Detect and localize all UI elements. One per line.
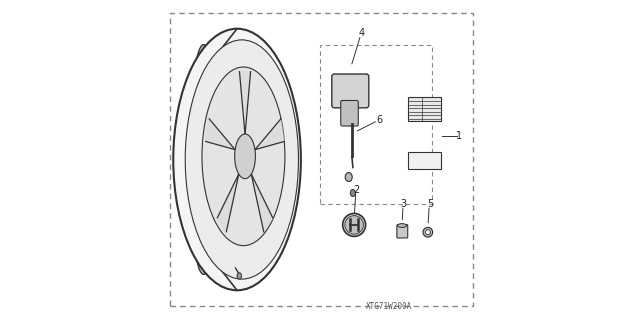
Ellipse shape [350,189,355,197]
Text: 6: 6 [376,115,382,125]
FancyBboxPatch shape [332,74,369,108]
Ellipse shape [345,173,352,182]
Text: 5: 5 [427,199,433,209]
FancyBboxPatch shape [397,225,408,238]
Ellipse shape [185,40,298,279]
Ellipse shape [173,29,301,290]
Text: 1: 1 [456,130,462,141]
Polygon shape [255,119,284,150]
Text: XTG71W200A: XTG71W200A [365,302,412,311]
Bar [408,152,441,169]
Polygon shape [239,72,251,135]
Polygon shape [218,174,239,232]
Ellipse shape [423,227,433,237]
Ellipse shape [210,51,229,268]
Polygon shape [252,174,273,232]
Bar [320,45,431,204]
Ellipse shape [397,224,406,227]
Ellipse shape [345,216,364,234]
Ellipse shape [202,67,285,246]
Text: 2: 2 [353,185,360,195]
Ellipse shape [425,230,430,235]
Ellipse shape [189,45,218,274]
Ellipse shape [342,213,365,236]
Ellipse shape [235,134,255,179]
FancyBboxPatch shape [340,100,358,126]
Text: 4: 4 [358,28,365,39]
Polygon shape [206,119,235,150]
Bar [408,97,441,121]
Ellipse shape [237,273,241,279]
Text: 3: 3 [401,199,406,209]
